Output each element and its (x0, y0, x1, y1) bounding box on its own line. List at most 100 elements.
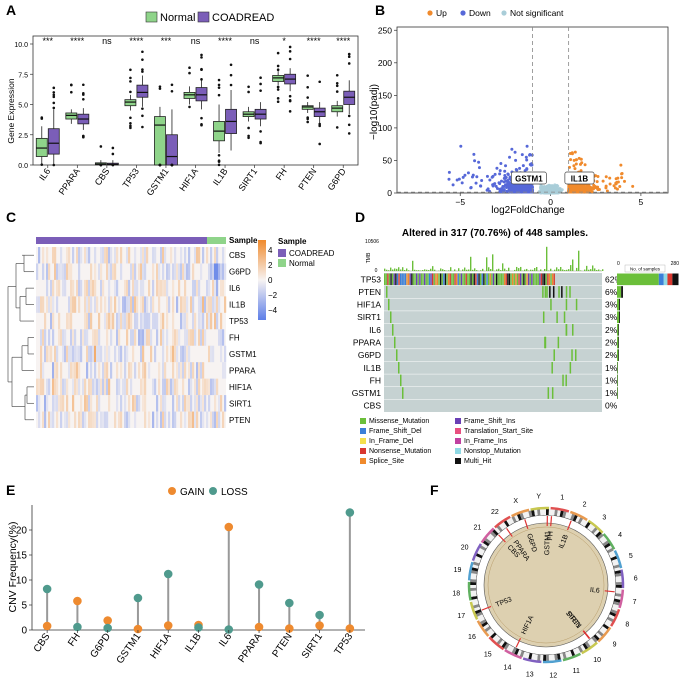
point-down (495, 187, 499, 191)
mutation-tp53 (547, 273, 549, 286)
heatmap-cell (106, 263, 109, 280)
heatmap-cell (68, 247, 71, 264)
x-tick-label-FH: FH (274, 166, 289, 182)
cytoband (476, 614, 484, 620)
cytoband (540, 509, 544, 516)
outlier-tumor (259, 76, 262, 80)
x-tick-label-TP53: TP53 (121, 166, 142, 189)
heatmap-cell (128, 411, 131, 428)
point-down (508, 155, 512, 159)
point-ns (553, 186, 557, 190)
tmb-bar (394, 268, 396, 271)
heatmap-cell (222, 362, 225, 379)
cytoband (613, 564, 620, 569)
heatmap-cell (56, 378, 59, 396)
box-tumor-IL6 (47, 128, 60, 155)
cytoband (537, 654, 541, 661)
annotation-box (564, 171, 595, 185)
bar-axis-max: 280 (671, 261, 680, 267)
heatmap-cell (100, 279, 103, 297)
outlier-tumor (318, 142, 321, 146)
outlier-normal (188, 66, 191, 69)
cytoband (479, 619, 487, 625)
mutation-tp53 (432, 273, 434, 286)
cytoband (587, 523, 594, 531)
heatmap-cell (46, 395, 49, 412)
heatmap-cell (100, 378, 103, 396)
legend-swatch-Translation_Start_Site (455, 428, 461, 434)
cytoband (470, 579, 477, 583)
heatmap-cell (186, 312, 189, 330)
loss-dot-PPARA (254, 580, 264, 589)
mutation-tp53 (448, 273, 450, 286)
heatmap-cell (188, 329, 191, 346)
x-tick-label-CBS: CBS (93, 166, 112, 187)
heatmap-cell (80, 411, 83, 428)
gain-dot-GSTM1 (133, 624, 143, 634)
heatmap-cell (84, 411, 87, 428)
mutation-tp53 (520, 273, 522, 286)
outlier-normal (306, 74, 309, 77)
mutation-tp53 (411, 273, 413, 286)
tmb-bar (472, 269, 474, 271)
heatmap-cell (200, 395, 203, 412)
cytoband (604, 621, 611, 628)
heatmap-cell (144, 329, 147, 346)
heatmap-cell (140, 329, 143, 346)
gene-label-PPARA: PPARA (353, 338, 382, 348)
heatmap-cell (166, 329, 169, 346)
cytoband (492, 634, 499, 641)
heatmap-cell (132, 345, 135, 363)
y-tick-label: 5.0 (18, 103, 28, 110)
heatmap-cell (174, 378, 177, 396)
cytoband (577, 646, 584, 653)
tmb-bar (404, 270, 406, 271)
side-bar-HIF1A (619, 298, 620, 311)
heatmap-cell (48, 296, 51, 313)
outlier-tumor (347, 55, 351, 59)
heatmap-cell (76, 279, 79, 297)
point-down (524, 155, 528, 159)
mutation-PTEN (386, 286, 388, 298)
outlier-tumor (52, 106, 56, 110)
mutation-tp53 (531, 273, 533, 286)
mutation-tp53 (420, 273, 423, 286)
color-scale-tick: 0 (268, 276, 273, 285)
heatmap-cell (212, 378, 215, 396)
outlier-tumor (52, 93, 56, 97)
point-down (474, 181, 478, 185)
point-down (506, 173, 510, 177)
outlier-tumor (170, 83, 174, 87)
cytoband (516, 513, 522, 521)
cytoband (519, 650, 525, 658)
box-tumor-G6PD (343, 90, 356, 105)
heatmap-cell (108, 279, 111, 297)
cytoband (470, 590, 477, 594)
point-down (501, 184, 505, 188)
heatmap-cell (174, 345, 177, 363)
heatmap-cell (198, 395, 201, 412)
tmb-bar (416, 270, 418, 271)
gene-label-GSTM1: GSTM1 (352, 388, 382, 398)
cytoband (484, 626, 492, 633)
heatmap-cell (152, 312, 155, 330)
heatmap-cell (86, 362, 89, 379)
mutation-tp53 (486, 273, 488, 286)
heatmap-cell (112, 263, 115, 280)
point-down (477, 166, 481, 170)
point-up (583, 163, 587, 167)
heatmap-cell (146, 247, 149, 264)
point-down (498, 182, 502, 186)
heatmap-cell (66, 378, 69, 396)
heatmap-cell (118, 378, 121, 396)
cytoband (528, 510, 533, 517)
mutation-tp53 (481, 273, 483, 286)
heatmap-cell (204, 296, 207, 313)
heatmap-cell (146, 312, 149, 330)
point-down (455, 178, 459, 182)
side-bar-SIRT1 (617, 311, 620, 324)
cytoband (567, 650, 573, 658)
heatmap-cell (114, 247, 117, 264)
chromosome-label-17: 17 (457, 613, 465, 620)
cytoband (508, 517, 515, 524)
